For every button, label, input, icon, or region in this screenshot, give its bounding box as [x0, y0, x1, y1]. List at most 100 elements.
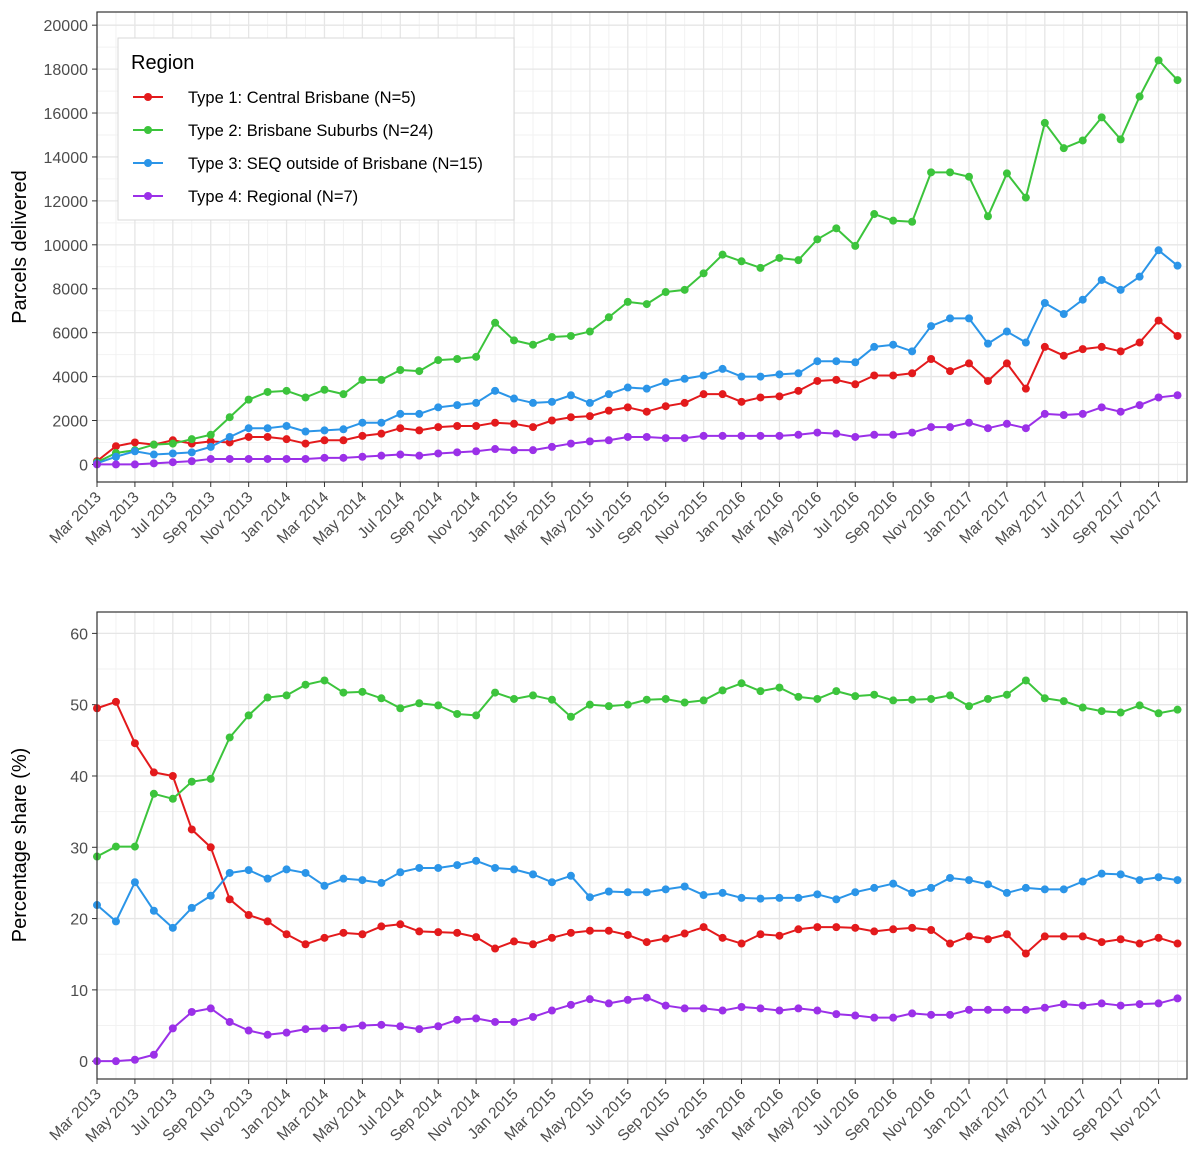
data-point: [775, 253, 784, 262]
data-point: [775, 431, 784, 440]
data-point: [529, 870, 537, 879]
data-point: [510, 419, 519, 428]
data-point: [472, 1014, 481, 1023]
data-point: [832, 224, 841, 233]
data-point: [983, 339, 992, 348]
legend-entry-4: Type 4: Regional (N=7): [133, 188, 358, 206]
data-point: [794, 369, 803, 378]
data-point: [699, 269, 708, 278]
data-point: [491, 863, 500, 872]
data-point: [1154, 316, 1163, 325]
y-tick-label: 16000: [44, 106, 89, 123]
data-point: [1078, 409, 1087, 418]
data-point: [604, 887, 613, 896]
y-tick-label: 40: [70, 769, 88, 786]
data-point: [1021, 949, 1030, 958]
data-point: [908, 923, 917, 932]
data-point: [1059, 885, 1068, 894]
data-point: [718, 1006, 727, 1015]
data-point: [472, 856, 481, 865]
data-point: [1116, 870, 1125, 879]
data-point: [282, 865, 291, 874]
data-point: [1173, 331, 1182, 340]
data-point: [472, 447, 481, 456]
data-point: [1059, 144, 1068, 153]
data-point: [889, 371, 898, 380]
data-point: [946, 939, 955, 948]
data-point: [585, 327, 594, 336]
data-point: [130, 842, 139, 851]
data-point: [1078, 932, 1087, 941]
data-point: [510, 1017, 519, 1026]
data-point: [642, 695, 651, 704]
legend-entry-2: Type 2: Brisbane Suburbs (N=24): [133, 122, 433, 140]
data-point: [946, 168, 955, 177]
y-tick-label: 50: [70, 698, 88, 715]
data-point: [908, 369, 917, 378]
data-point: [1059, 1000, 1068, 1009]
data-point: [1040, 342, 1049, 351]
data-point: [680, 285, 689, 294]
data-point: [415, 863, 424, 872]
data-point: [282, 421, 291, 430]
data-point: [434, 403, 443, 412]
data-point: [510, 694, 519, 703]
data-point: [851, 432, 860, 441]
data-point: [415, 927, 424, 936]
data-point: [737, 431, 746, 440]
data-point: [263, 432, 272, 441]
data-point: [965, 932, 973, 941]
data-point: [1116, 285, 1125, 294]
data-point: [547, 442, 556, 451]
data-point: [453, 421, 462, 430]
data-point: [244, 432, 253, 441]
data-point: [377, 1020, 386, 1029]
data-point: [472, 421, 481, 430]
data-point: [756, 431, 765, 440]
data-point: [1078, 295, 1087, 304]
data-point: [965, 418, 973, 427]
data-point: [415, 409, 424, 418]
data-point: [111, 917, 120, 926]
data-point: [1040, 694, 1049, 703]
data-point: [585, 398, 594, 407]
data-point: [870, 371, 879, 380]
data-point: [832, 923, 841, 932]
data-point: [756, 930, 765, 939]
data-point: [358, 431, 367, 440]
data-point: [908, 217, 917, 226]
data-point: [377, 375, 386, 384]
data-point: [1021, 384, 1030, 393]
data-point: [1135, 876, 1144, 885]
data-point: [339, 453, 348, 462]
data-point: [1040, 1003, 1049, 1012]
data-point: [377, 922, 386, 931]
data-point: [263, 454, 272, 463]
data-point: [547, 933, 556, 942]
data-point: [187, 825, 196, 834]
data-point: [851, 923, 860, 932]
y-tick-label: 14000: [44, 150, 89, 167]
data-point: [206, 891, 215, 900]
data-point: [585, 926, 594, 935]
data-point: [889, 430, 898, 439]
data-point: [718, 431, 727, 440]
data-point: [699, 390, 708, 399]
data-point: [756, 372, 765, 381]
data-point: [529, 398, 537, 407]
data-point: [491, 688, 500, 697]
data-point: [1097, 275, 1106, 284]
data-point: [832, 687, 841, 696]
data-point: [737, 679, 746, 688]
data-point: [680, 929, 689, 938]
data-point: [472, 933, 481, 942]
data-point: [111, 460, 120, 469]
data-point: [263, 693, 272, 702]
y-axis-title: Parcels delivered: [9, 170, 31, 323]
data-point: [149, 1050, 158, 1059]
data-point: [775, 893, 784, 902]
data-point: [946, 1010, 955, 1019]
data-point: [1135, 92, 1144, 101]
data-point: [1097, 113, 1106, 122]
